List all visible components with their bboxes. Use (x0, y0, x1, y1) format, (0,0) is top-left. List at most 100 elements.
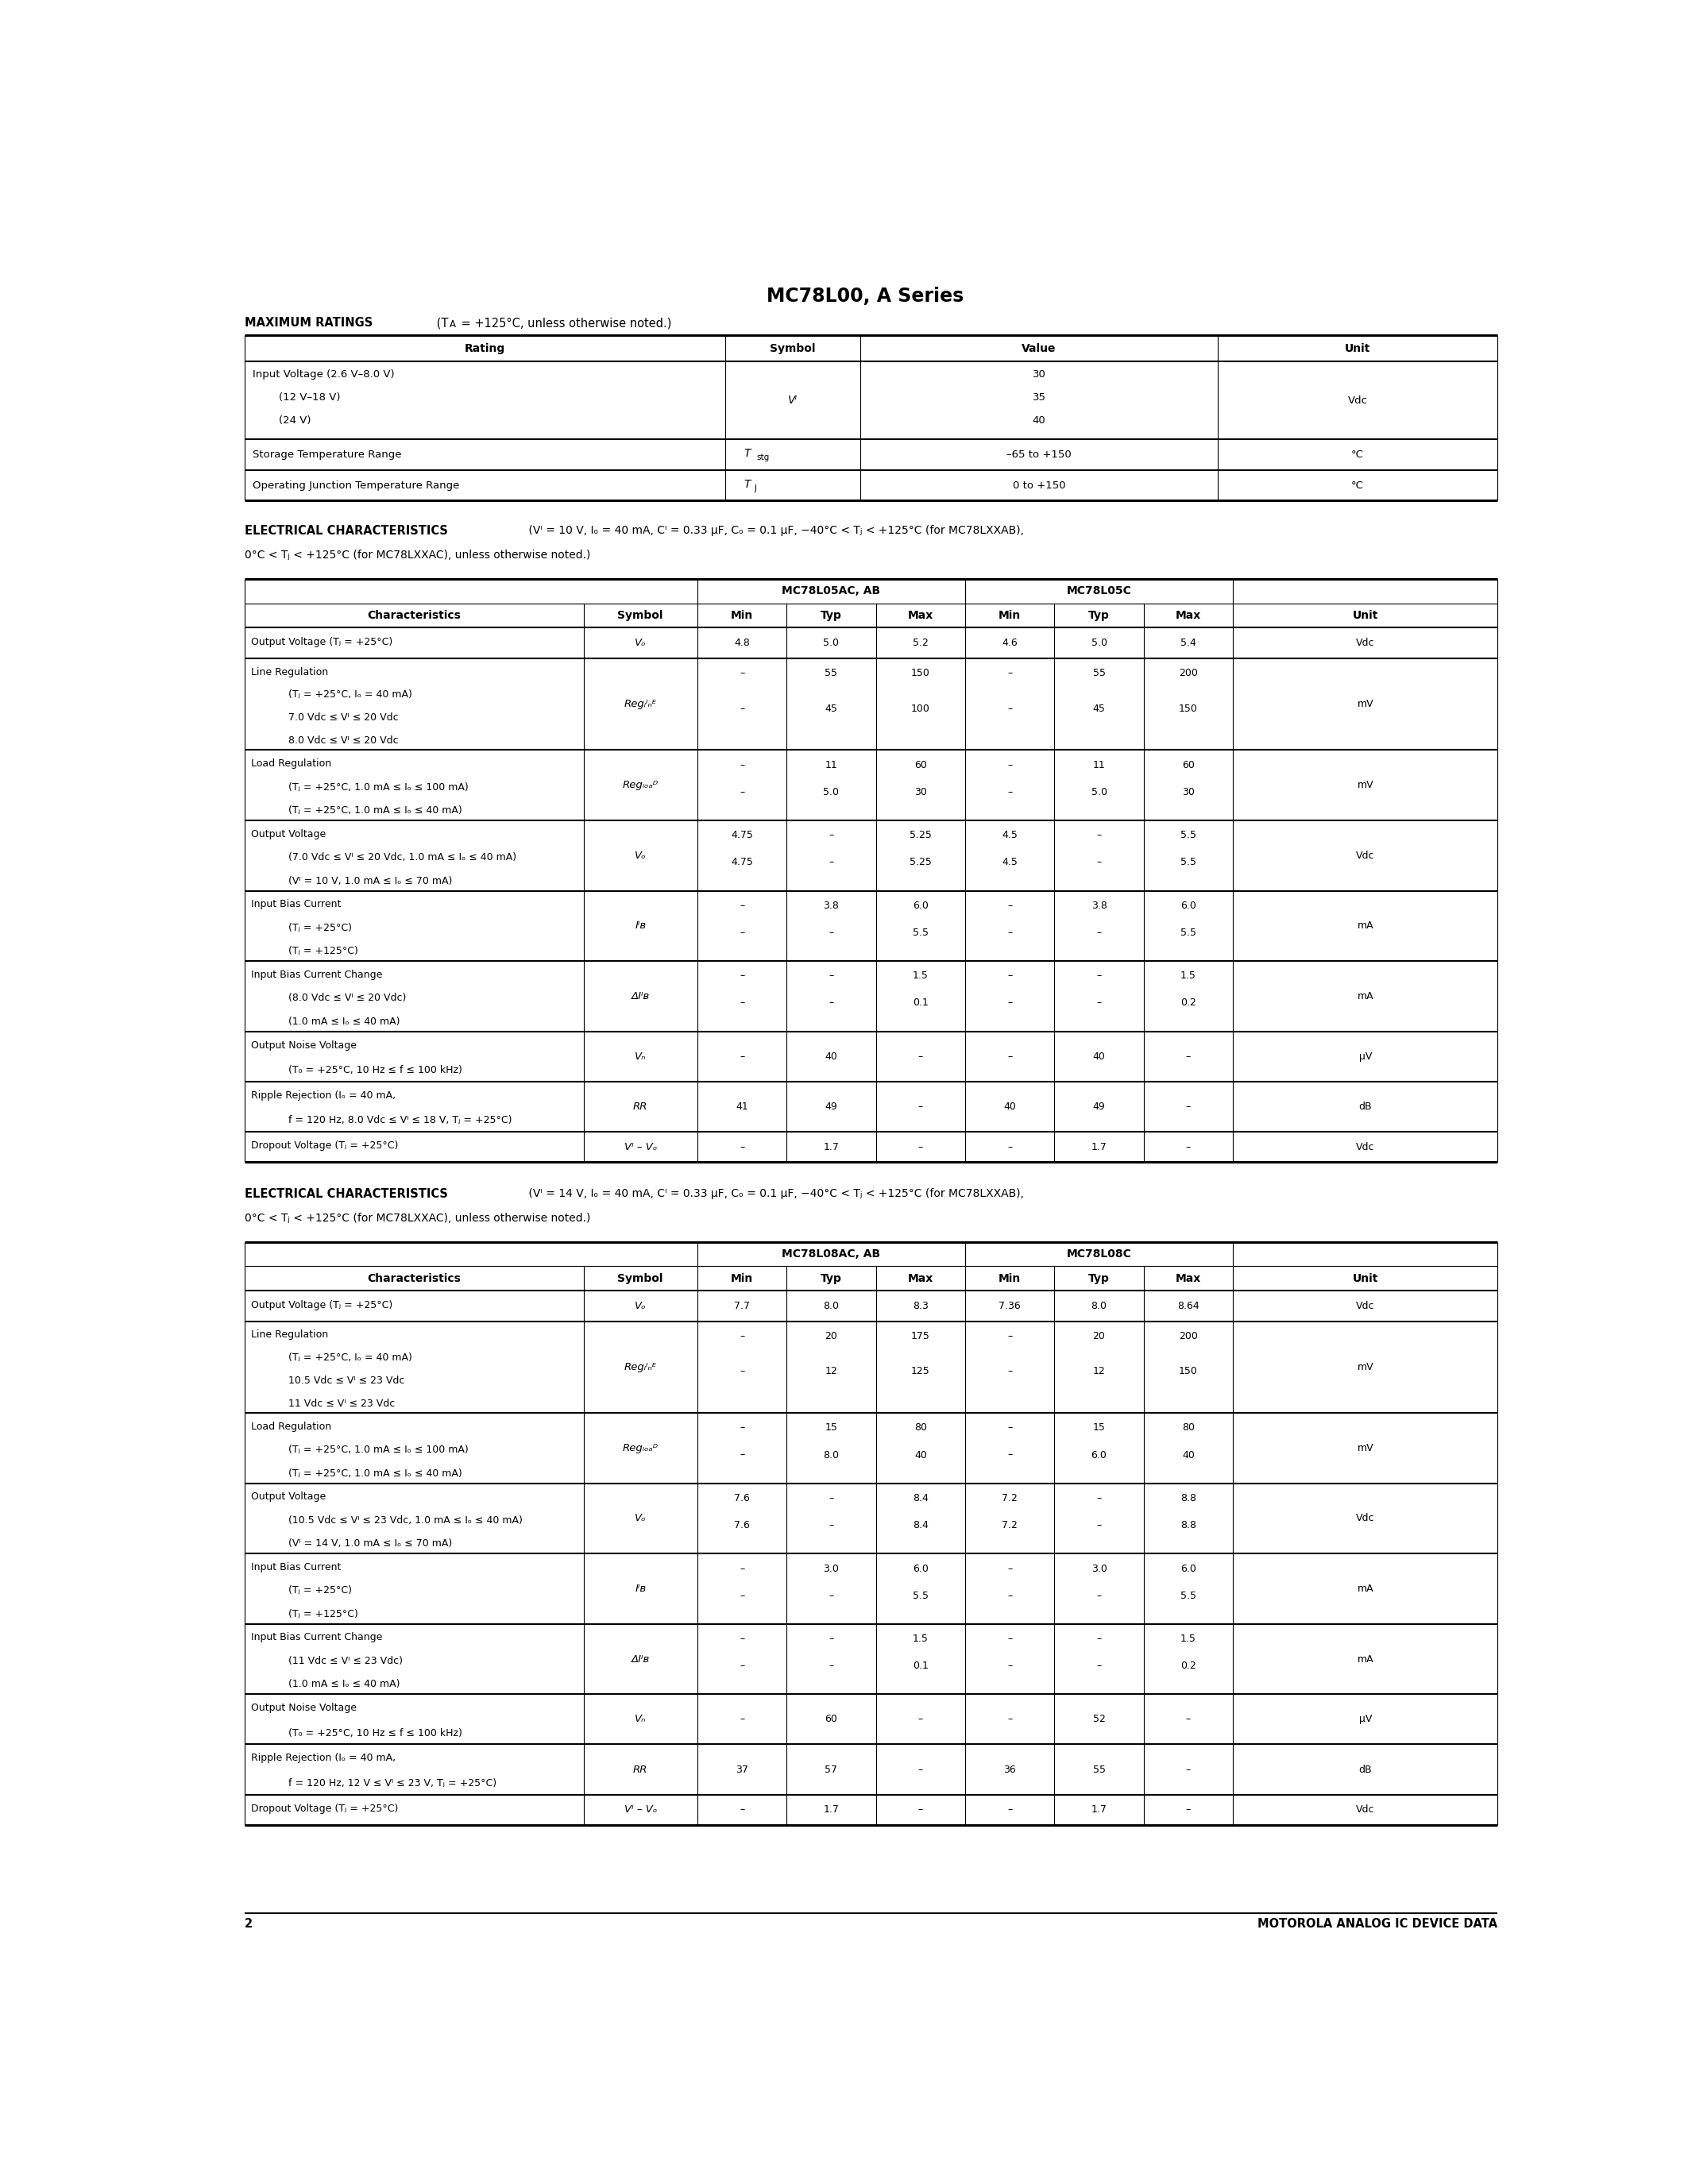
Text: 3.0: 3.0 (1090, 1564, 1107, 1575)
Text: –: – (739, 928, 744, 937)
Text: 40: 40 (1033, 415, 1045, 426)
Text: Load Regulation: Load Regulation (252, 758, 331, 769)
Text: Output Noise Voltage: Output Noise Voltage (252, 1040, 356, 1051)
Text: 100: 100 (912, 703, 930, 714)
Text: –: – (918, 1804, 923, 1815)
Text: 5.0: 5.0 (824, 638, 839, 649)
Text: mA: mA (1357, 1583, 1374, 1594)
Text: Iᴵʙ: Iᴵʙ (635, 1583, 647, 1594)
Text: –: – (1097, 1634, 1102, 1645)
Text: Line Regulation: Line Regulation (252, 1330, 327, 1341)
Text: 8.0: 8.0 (824, 1302, 839, 1310)
Text: (11 Vdc ≤ Vᴵ ≤ 23 Vdc): (11 Vdc ≤ Vᴵ ≤ 23 Vdc) (275, 1655, 403, 1666)
Text: μV: μV (1359, 1051, 1372, 1061)
Text: mA: mA (1357, 922, 1374, 930)
Text: 7.0 Vdc ≤ Vᴵ ≤ 20 Vdc: 7.0 Vdc ≤ Vᴵ ≤ 20 Vdc (275, 712, 398, 723)
Text: –: – (829, 1660, 834, 1671)
Text: Symbol: Symbol (770, 343, 815, 354)
Text: MC78L05AC, AB: MC78L05AC, AB (782, 585, 881, 596)
Text: Vₙ: Vₙ (635, 1714, 647, 1725)
Text: 20: 20 (1092, 1330, 1106, 1341)
Text: MAXIMUM RATINGS: MAXIMUM RATINGS (245, 317, 373, 330)
Text: –: – (739, 972, 744, 981)
Text: Output Voltage (Tⱼ = +25°C): Output Voltage (Tⱼ = +25°C) (252, 1299, 393, 1310)
Text: –: – (1008, 1142, 1013, 1153)
Text: Line Regulation: Line Regulation (252, 666, 327, 677)
Text: –: – (739, 1367, 744, 1376)
Text: 6.0: 6.0 (1180, 1564, 1197, 1575)
Text: T: T (743, 478, 749, 489)
Text: –: – (1185, 1101, 1190, 1112)
Text: Input Bias Current: Input Bias Current (252, 900, 341, 909)
Text: Vₙ: Vₙ (635, 1051, 647, 1061)
Text: Vdc: Vdc (1355, 638, 1374, 649)
Text: Symbol: Symbol (618, 609, 663, 620)
Text: Max: Max (908, 1273, 933, 1284)
Text: Max: Max (1175, 609, 1202, 620)
Text: 3.8: 3.8 (824, 900, 839, 911)
Text: 60: 60 (915, 760, 927, 771)
Text: –: – (829, 830, 834, 841)
Text: Vᴵ – Vₒ: Vᴵ – Vₒ (625, 1142, 657, 1153)
Text: 49: 49 (825, 1101, 837, 1112)
Text: 5.25: 5.25 (910, 830, 932, 841)
Text: 200: 200 (1178, 668, 1198, 679)
Text: 40: 40 (915, 1450, 927, 1461)
Text: –: – (829, 1590, 834, 1601)
Text: (1.0 mA ≤ Iₒ ≤ 40 mA): (1.0 mA ≤ Iₒ ≤ 40 mA) (275, 1016, 400, 1026)
Text: 8.4: 8.4 (913, 1520, 928, 1531)
Text: Regₗᴵₙᴱ: Regₗᴵₙᴱ (625, 1363, 657, 1372)
Text: 57: 57 (825, 1765, 837, 1776)
Text: Vₒ: Vₒ (635, 850, 647, 860)
Text: 30: 30 (915, 786, 927, 797)
Text: –: – (1185, 1804, 1190, 1815)
Text: Typ: Typ (820, 1273, 842, 1284)
Text: (8.0 Vdc ≤ Vᴵ ≤ 20 Vdc): (8.0 Vdc ≤ Vᴵ ≤ 20 Vdc) (275, 994, 407, 1002)
Text: –: – (739, 1330, 744, 1341)
Text: –: – (739, 1590, 744, 1601)
Text: (Vᴵ = 14 V, Iₒ = 40 mA, Cᴵ = 0.33 μF, Cₒ = 0.1 μF, −40°C < Tⱼ < +125°C (for MC78: (Vᴵ = 14 V, Iₒ = 40 mA, Cᴵ = 0.33 μF, Cₒ… (525, 1188, 1025, 1199)
Text: –: – (1008, 703, 1013, 714)
Text: f = 120 Hz, 8.0 Vdc ≤ Vᴵ ≤ 18 V, Tⱼ = +25°C): f = 120 Hz, 8.0 Vdc ≤ Vᴵ ≤ 18 V, Tⱼ = +2… (275, 1116, 511, 1125)
Text: 7.2: 7.2 (1003, 1494, 1018, 1503)
Text: Min: Min (731, 1273, 753, 1284)
Text: (10.5 Vdc ≤ Vᴵ ≤ 23 Vdc, 1.0 mA ≤ Iₒ ≤ 40 mA): (10.5 Vdc ≤ Vᴵ ≤ 23 Vdc, 1.0 mA ≤ Iₒ ≤ 4… (275, 1516, 523, 1524)
Text: –: – (1008, 760, 1013, 771)
Text: –: – (1008, 1660, 1013, 1671)
Text: Input Voltage (2.6 V–8.0 V): Input Voltage (2.6 V–8.0 V) (252, 369, 393, 380)
Text: 5.5: 5.5 (913, 1590, 928, 1601)
Text: MC78L05C: MC78L05C (1067, 585, 1131, 596)
Text: Vᴵ – Vₒ: Vᴵ – Vₒ (625, 1804, 657, 1815)
Text: –: – (739, 703, 744, 714)
Text: Vdc: Vdc (1355, 850, 1374, 860)
Text: –: – (739, 1714, 744, 1725)
Text: 175: 175 (912, 1330, 930, 1341)
Text: –: – (1008, 998, 1013, 1009)
Text: –: – (739, 668, 744, 679)
Text: –: – (1008, 972, 1013, 981)
Text: 8.64: 8.64 (1177, 1302, 1198, 1310)
Text: ΔIᴵʙ: ΔIᴵʙ (631, 1653, 650, 1664)
Text: –: – (1008, 1330, 1013, 1341)
Text: 8.8: 8.8 (1180, 1520, 1197, 1531)
Text: –: – (1185, 1142, 1190, 1153)
Text: 10.5 Vdc ≤ Vᴵ ≤ 23 Vdc: 10.5 Vdc ≤ Vᴵ ≤ 23 Vdc (275, 1376, 405, 1387)
Text: (Tⱼ = +25°C, Iₒ = 40 mA): (Tⱼ = +25°C, Iₒ = 40 mA) (275, 690, 412, 701)
Text: Vdc: Vdc (1355, 1804, 1374, 1815)
Text: –: – (1008, 900, 1013, 911)
Text: 8.0: 8.0 (1090, 1302, 1107, 1310)
Text: Min: Min (999, 1273, 1021, 1284)
Text: (Tⱼ = +25°C, Iₒ = 40 mA): (Tⱼ = +25°C, Iₒ = 40 mA) (275, 1352, 412, 1363)
Text: 4.8: 4.8 (734, 638, 749, 649)
Text: Symbol: Symbol (618, 1273, 663, 1284)
Text: °C: °C (1352, 450, 1364, 461)
Text: Min: Min (999, 609, 1021, 620)
Text: Vdc: Vdc (1355, 1514, 1374, 1524)
Text: 15: 15 (1092, 1422, 1106, 1433)
Text: Output Voltage: Output Voltage (252, 830, 326, 839)
Text: Ripple Rejection (Iₒ = 40 mA,: Ripple Rejection (Iₒ = 40 mA, (252, 1090, 395, 1101)
Text: 5.4: 5.4 (1180, 638, 1197, 649)
Text: 45: 45 (825, 703, 837, 714)
Text: –: – (829, 972, 834, 981)
Text: –: – (829, 998, 834, 1009)
